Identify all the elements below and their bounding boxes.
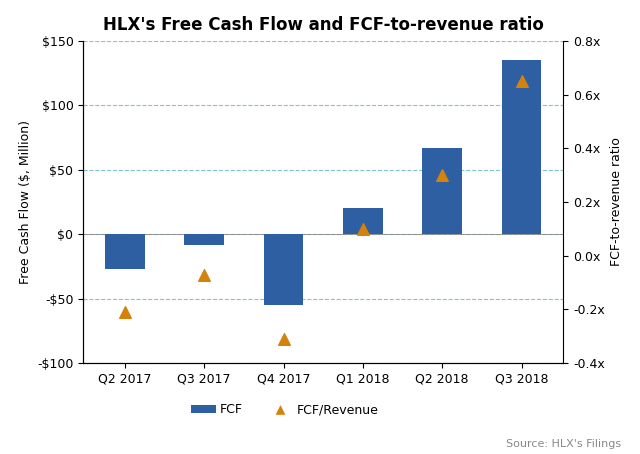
Bar bbox=[264, 234, 303, 305]
FCF/Revenue bbox=[120, 309, 130, 316]
Bar bbox=[343, 208, 383, 234]
Bar bbox=[105, 234, 145, 269]
FCF/Revenue bbox=[199, 271, 209, 278]
FCF/Revenue bbox=[358, 225, 368, 232]
Y-axis label: Free Cash Flow ($, Million): Free Cash Flow ($, Million) bbox=[19, 120, 31, 284]
Text: Source: HLX's Filings: Source: HLX's Filings bbox=[506, 439, 621, 449]
Bar bbox=[502, 60, 541, 234]
Title: HLX's Free Cash Flow and FCF-to-revenue ratio: HLX's Free Cash Flow and FCF-to-revenue … bbox=[103, 16, 543, 34]
Bar bbox=[184, 234, 224, 245]
FCF/Revenue bbox=[437, 172, 447, 179]
FCF/Revenue bbox=[278, 336, 289, 343]
Bar bbox=[422, 148, 462, 234]
Y-axis label: FCF-to-revenue ratio: FCF-to-revenue ratio bbox=[610, 138, 623, 266]
FCF/Revenue bbox=[516, 78, 527, 85]
Legend: FCF, FCF/Revenue: FCF, FCF/Revenue bbox=[186, 399, 383, 421]
